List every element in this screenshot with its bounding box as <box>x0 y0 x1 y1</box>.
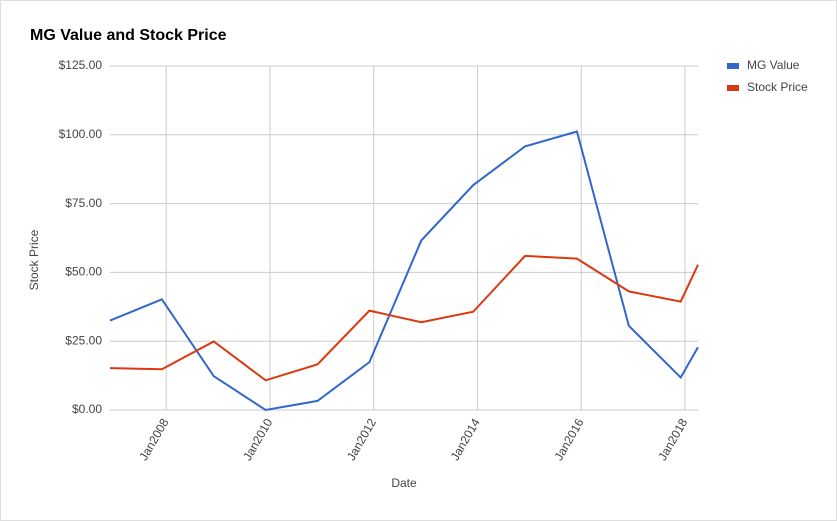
x-axis-title: Date <box>391 476 417 490</box>
y-tick-label: $0.00 <box>72 402 102 416</box>
series-line <box>109 254 699 382</box>
legend-label: MG Value <box>747 58 800 72</box>
legend-swatch <box>727 63 739 69</box>
legend-label: Stock Price <box>747 80 808 94</box>
y-tick-label: $25.00 <box>65 333 102 347</box>
y-tick-label: $50.00 <box>65 265 102 279</box>
series-line <box>109 130 699 412</box>
legend-swatch <box>727 85 739 91</box>
y-tick-label: $100.00 <box>59 127 103 141</box>
y-axis-title: Stock Price <box>27 229 41 290</box>
chart-title: MG Value and Stock Price <box>30 27 227 44</box>
y-tick-label: $75.00 <box>65 196 102 210</box>
y-tick-label: $125.00 <box>59 58 103 72</box>
